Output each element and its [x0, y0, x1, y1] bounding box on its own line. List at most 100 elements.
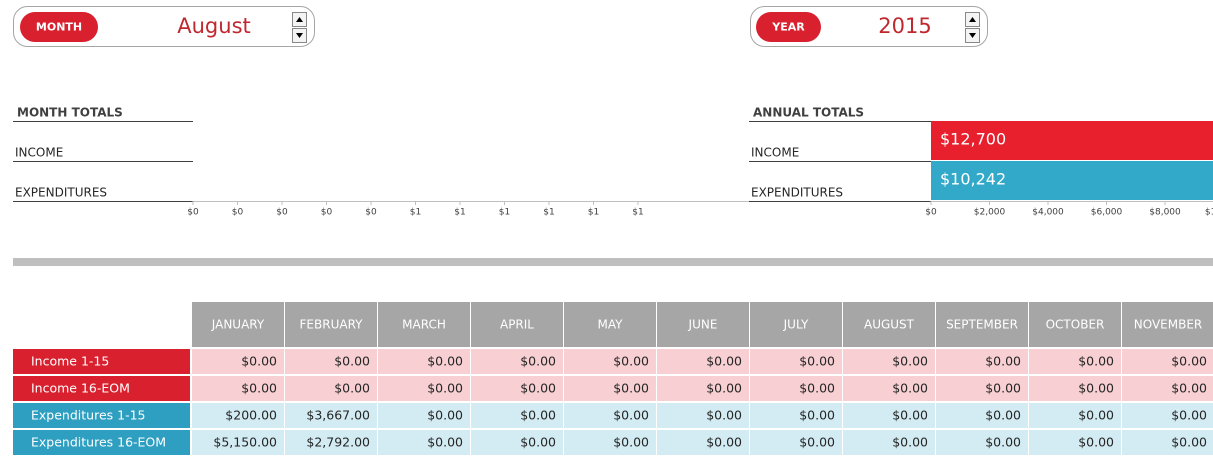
column-header: SEPTEMBER — [946, 318, 1018, 332]
cell-value: $0.00 — [520, 381, 556, 396]
cell-value: $0.00 — [427, 435, 463, 450]
category-label: EXPENDITURES — [751, 186, 843, 200]
cell-value: $0.00 — [706, 435, 742, 450]
cell — [378, 430, 470, 455]
row-label: Income 16-EOM — [31, 381, 130, 396]
x-tick-label: $10,000 — [1205, 208, 1213, 218]
month-spinner[interactable] — [292, 12, 307, 43]
bar — [931, 121, 1213, 160]
cell — [192, 430, 284, 455]
cell — [936, 430, 1028, 455]
cell-value: $0.00 — [334, 354, 370, 369]
cell-value: $0.00 — [985, 354, 1021, 369]
cell-value: $0.00 — [1078, 381, 1114, 396]
row-label-cell — [13, 376, 190, 401]
cell — [1122, 403, 1213, 428]
x-tick-label: $2,000 — [974, 208, 1006, 218]
panel-title: ANNUAL TOTALS — [753, 106, 864, 120]
cell — [657, 349, 749, 374]
x-tick-label: $1 — [410, 208, 421, 218]
column-header: APRIL — [500, 318, 534, 332]
column-header: AUGUST — [864, 318, 915, 332]
x-tick-label: $1 — [543, 208, 554, 218]
x-tick-label: $0 — [232, 208, 244, 218]
cell-value: $0.00 — [799, 354, 835, 369]
cell — [1029, 430, 1121, 455]
year-pill — [756, 12, 821, 42]
cell-value: $0.00 — [613, 408, 649, 423]
header-cell — [285, 302, 377, 347]
cell — [471, 376, 563, 401]
cell-value: $0.00 — [985, 435, 1021, 450]
cell — [564, 430, 656, 455]
cell — [192, 403, 284, 428]
cell-value: $0.00 — [1078, 354, 1114, 369]
column-header: OCTOBER — [1046, 318, 1105, 332]
cell-value: $0.00 — [334, 381, 370, 396]
x-tick-label: $0 — [925, 208, 937, 218]
row-label-cell — [13, 430, 190, 455]
x-tick-label: $6,000 — [1091, 208, 1123, 218]
category-label: EXPENDITURES — [15, 186, 107, 200]
cell — [378, 376, 470, 401]
cell-value: $0.00 — [1078, 408, 1114, 423]
cell — [1122, 349, 1213, 374]
cell — [378, 349, 470, 374]
cell-value: $0.00 — [985, 381, 1021, 396]
cell-value: $0.00 — [799, 381, 835, 396]
cell — [843, 349, 935, 374]
cell — [657, 403, 749, 428]
x-tick-label: $1 — [632, 208, 643, 218]
column-header: JULY — [783, 318, 809, 332]
row-label-cell — [13, 403, 190, 428]
cell-value: $3,667.00 — [306, 408, 370, 423]
category-label: INCOME — [751, 146, 799, 160]
column-header: NOVEMBER — [1134, 318, 1203, 332]
header-cell — [378, 302, 470, 347]
cell-value: $0.00 — [706, 354, 742, 369]
cell — [750, 430, 842, 455]
cell-value: $0.00 — [892, 408, 928, 423]
cell — [285, 430, 377, 455]
header-cell — [192, 302, 284, 347]
separator — [13, 258, 1213, 266]
cell — [564, 349, 656, 374]
x-tick-label: $1 — [499, 208, 510, 218]
cell-value: $0.00 — [799, 408, 835, 423]
cell — [936, 376, 1028, 401]
cell-value: $0.00 — [1171, 408, 1207, 423]
cell-value: $0.00 — [520, 408, 556, 423]
row-label: Income 1-15 — [31, 354, 109, 369]
column-header: JUNE — [688, 318, 718, 332]
cell-value: $0.00 — [1078, 435, 1114, 450]
cell-value: $0.00 — [892, 381, 928, 396]
cell — [1122, 430, 1213, 455]
header-cell — [750, 302, 842, 347]
x-tick-label: $1 — [454, 208, 465, 218]
cell — [657, 430, 749, 455]
cell-value: $0.00 — [427, 408, 463, 423]
cell — [1122, 376, 1213, 401]
x-tick-label: $1 — [588, 208, 599, 218]
cell — [936, 403, 1028, 428]
year-spinner[interactable] — [965, 12, 980, 43]
x-tick-label: $4,000 — [1032, 208, 1064, 218]
cell-value: $200.00 — [225, 408, 277, 423]
year-value: 2015 — [878, 14, 931, 38]
cell — [936, 349, 1028, 374]
cell-value: $2,792.00 — [306, 435, 370, 450]
cell — [192, 349, 284, 374]
cell — [843, 403, 935, 428]
bar-label: $12,700 — [940, 130, 1006, 149]
cell — [285, 349, 377, 374]
cell — [285, 403, 377, 428]
row-label: Expenditures 16-EOM — [31, 435, 166, 450]
row-label-cell — [13, 349, 190, 374]
cell-value: $5,150.00 — [213, 435, 277, 450]
x-tick-label: $0 — [276, 208, 288, 218]
cell — [843, 376, 935, 401]
cell — [192, 376, 284, 401]
header-cell — [1029, 302, 1121, 347]
cell — [657, 376, 749, 401]
